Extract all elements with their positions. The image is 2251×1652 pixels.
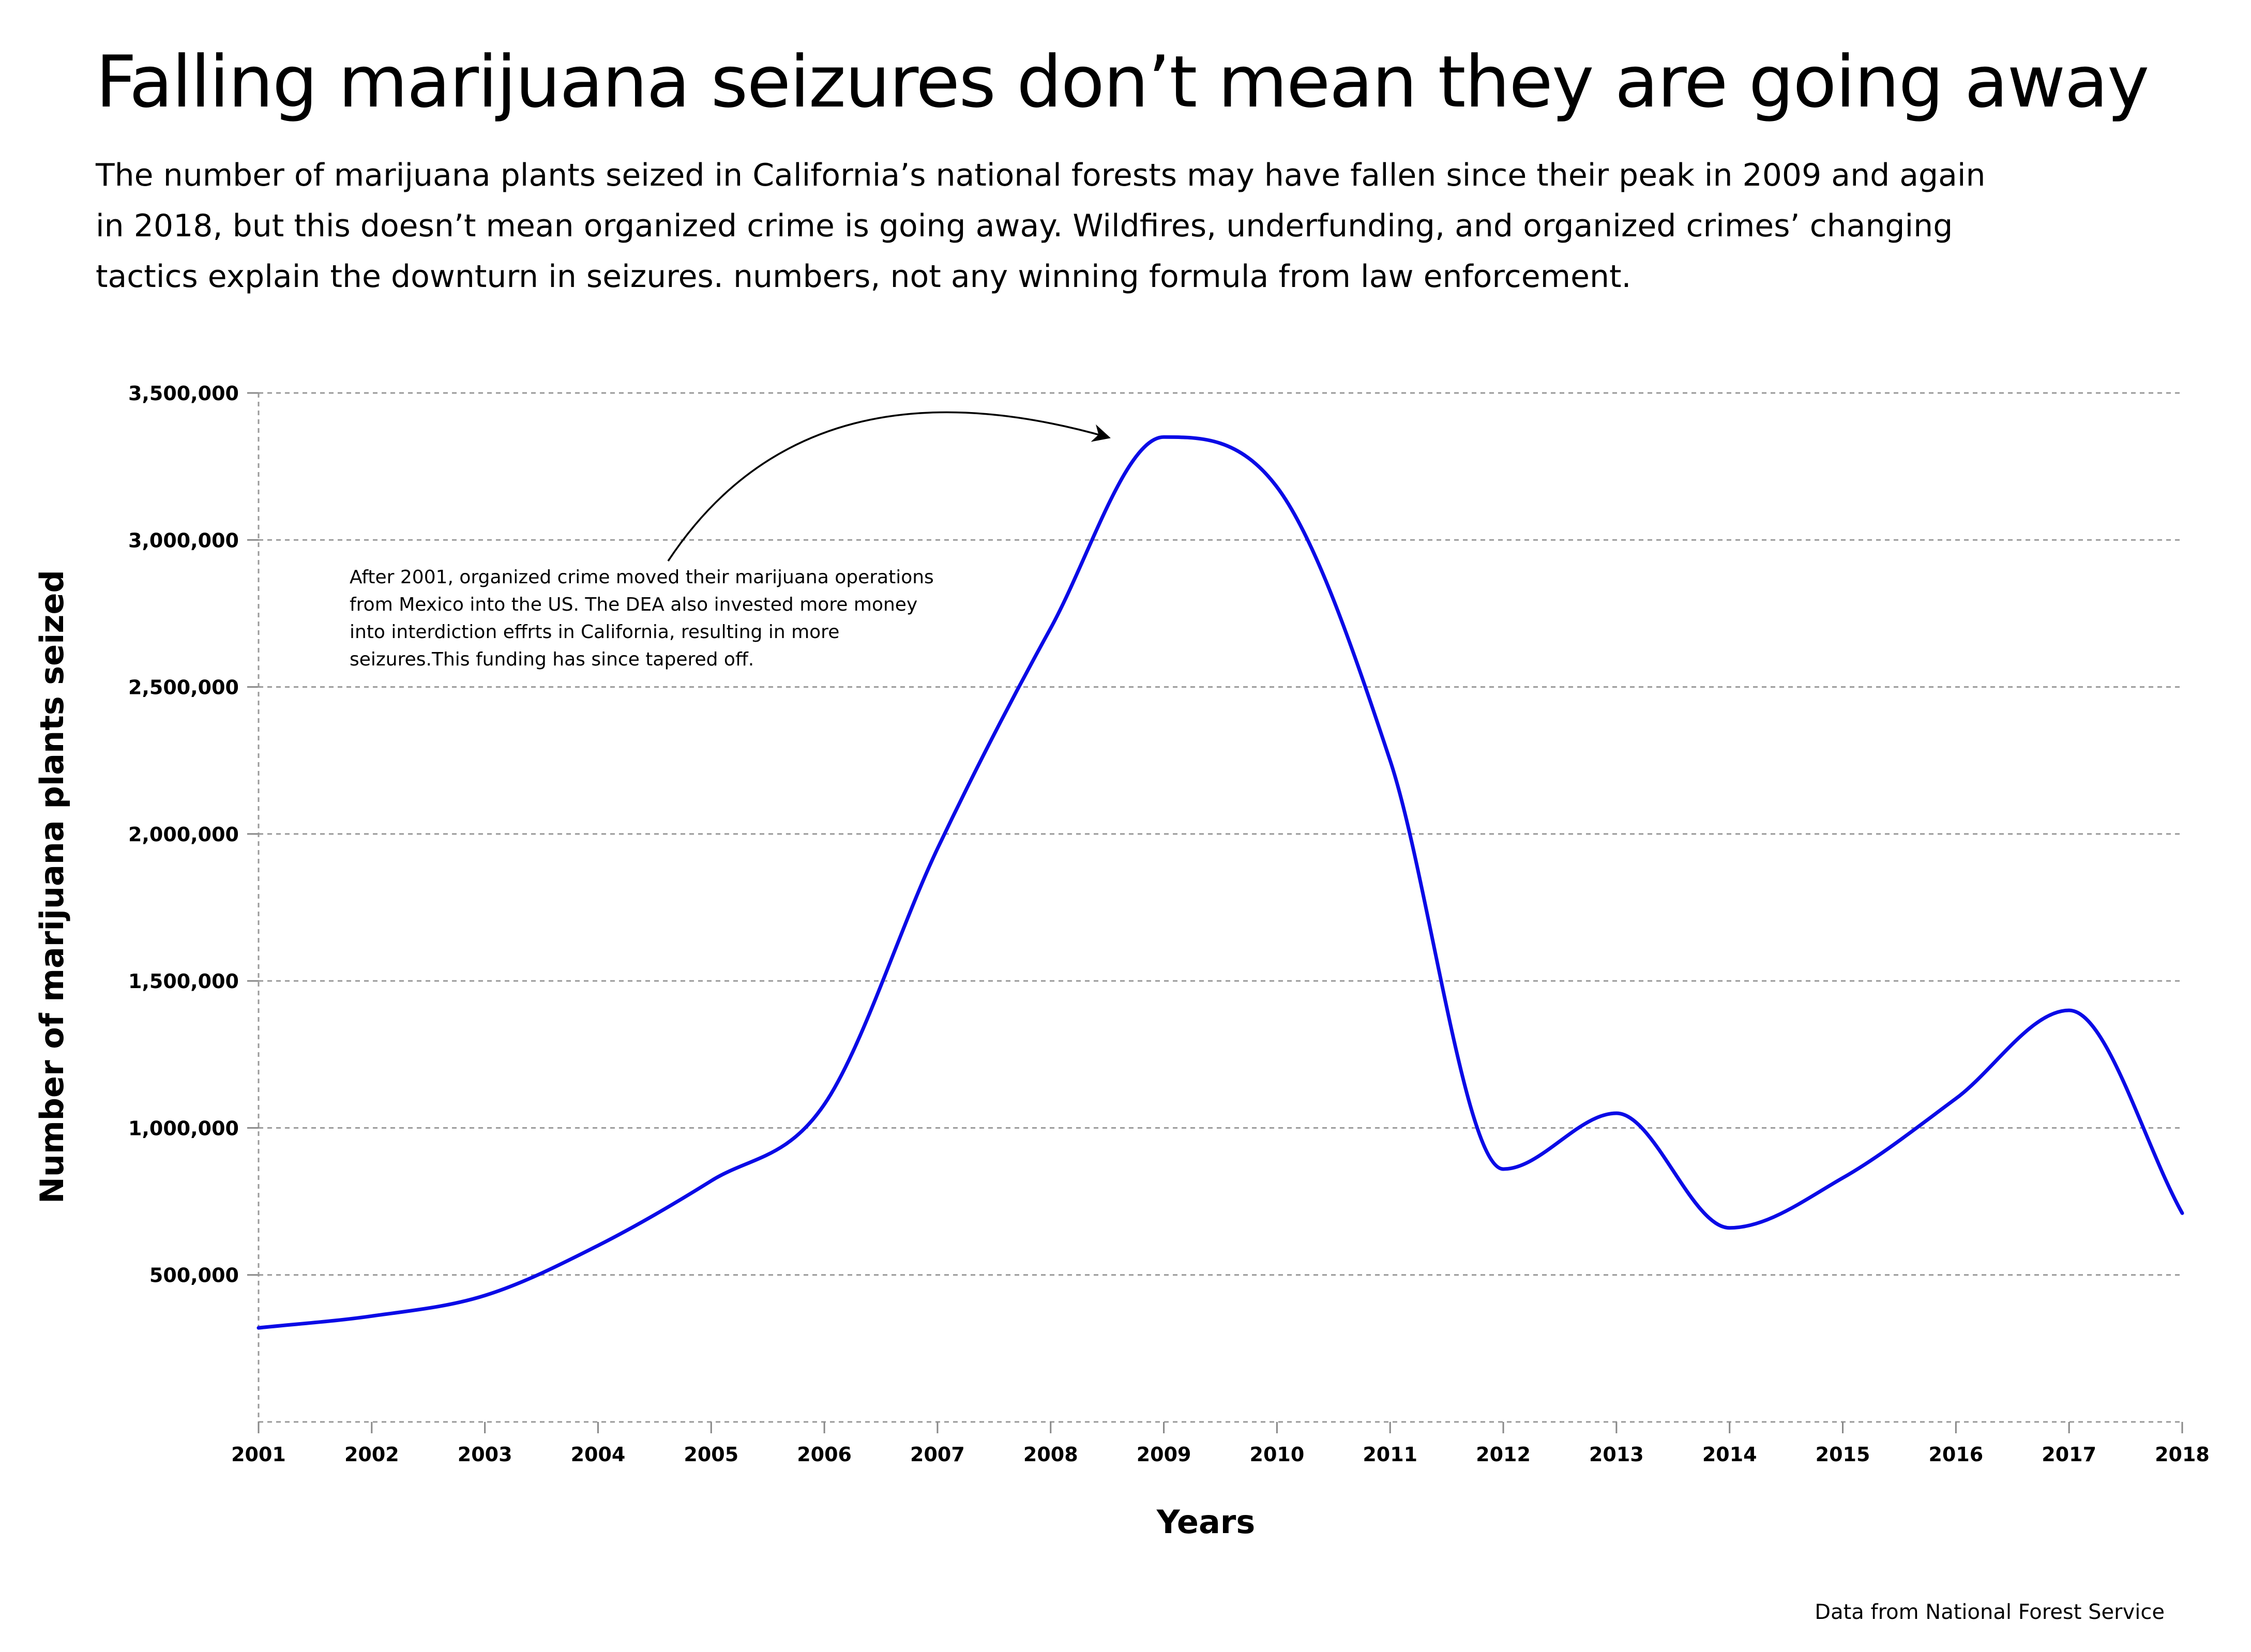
y-tick-label: 3,500,000 bbox=[128, 382, 239, 405]
axes bbox=[247, 392, 2183, 1433]
annotation-line: seizures.This funding has since tapered … bbox=[350, 649, 754, 670]
x-tick-label: 2012 bbox=[1476, 1443, 1531, 1466]
x-axis-label: Years bbox=[1156, 1503, 1256, 1541]
x-tick-label: 2017 bbox=[2042, 1443, 2096, 1466]
x-tick-label: 2009 bbox=[1137, 1443, 1191, 1466]
x-tick-label: 2003 bbox=[458, 1443, 512, 1466]
y-tick-label: 2,000,000 bbox=[128, 823, 239, 846]
y-axis-label: Number of marijuana plants seized bbox=[33, 570, 71, 1204]
chart-subtitle: The number of marijuana plants seized in… bbox=[96, 157, 1986, 295]
y-tick-label: 1,500,000 bbox=[128, 970, 239, 993]
annotation-line: from Mexico into the US. The DEA also in… bbox=[350, 594, 917, 615]
tick-labels: 500,000 1,000,000 1,500,000 2,000,000 2,500,… bbox=[128, 382, 2210, 1466]
annotation-line: After 2001, organized crime moved their … bbox=[350, 567, 934, 588]
x-tick-label: 2006 bbox=[797, 1443, 852, 1466]
source-note: Data from National Forest Service bbox=[1815, 1600, 2165, 1624]
y-tick-label: 3,000,000 bbox=[128, 529, 239, 552]
annotation-line: into interdiction effrts in California, … bbox=[350, 622, 839, 643]
x-tick-label: 2004 bbox=[571, 1443, 626, 1466]
x-tick-label: 2016 bbox=[1928, 1443, 1983, 1466]
x-tick-label: 2001 bbox=[231, 1443, 286, 1466]
x-tick-label: 2010 bbox=[1250, 1443, 1305, 1466]
annotation: After 2001, organized crime moved their … bbox=[350, 411, 1111, 670]
chart-title: Falling marijuana seizures don’t mean th… bbox=[96, 40, 2150, 124]
y-tick-label: 1,000,000 bbox=[128, 1117, 239, 1140]
x-tick-label: 2007 bbox=[910, 1443, 965, 1466]
x-tick-label: 2018 bbox=[2155, 1443, 2210, 1466]
x-tick-label: 2015 bbox=[1816, 1443, 1870, 1466]
x-tick-label: 2008 bbox=[1023, 1443, 1078, 1466]
y-tick-label: 500,000 bbox=[149, 1264, 239, 1287]
y-tick-label: 2,500,000 bbox=[128, 676, 239, 699]
annotation-arrow bbox=[667, 411, 1111, 562]
x-tick-label: 2005 bbox=[684, 1443, 738, 1466]
gridlines bbox=[259, 392, 2182, 1276]
x-tick-label: 2014 bbox=[1702, 1443, 1757, 1466]
series-line bbox=[256, 435, 2184, 1330]
series bbox=[256, 435, 2184, 1330]
x-tick-label: 2002 bbox=[344, 1443, 399, 1466]
x-tick-label: 2011 bbox=[1363, 1443, 1417, 1466]
x-tick-label: 2013 bbox=[1589, 1443, 1644, 1466]
